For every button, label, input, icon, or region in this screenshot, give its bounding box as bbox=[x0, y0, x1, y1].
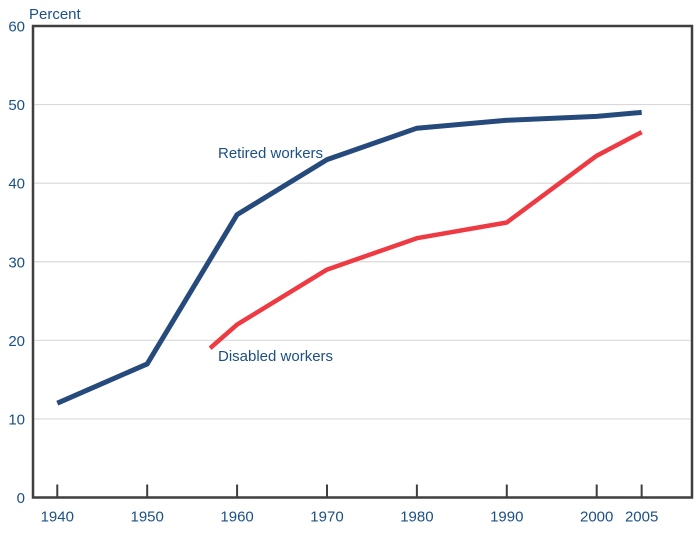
y-tick-label: 50 bbox=[8, 97, 25, 114]
y-tick-label: 30 bbox=[8, 254, 25, 271]
y-tick-label: 0 bbox=[17, 490, 25, 507]
x-tick-label: 1940 bbox=[41, 509, 74, 526]
x-tick-label: 1980 bbox=[400, 509, 433, 526]
y-tick-label: 60 bbox=[8, 19, 25, 36]
y-tick-label: 40 bbox=[8, 176, 25, 193]
y-tick-label: 20 bbox=[8, 333, 25, 350]
series-line-retired-workers bbox=[56, 109, 642, 406]
x-tick-label: 1990 bbox=[490, 509, 523, 526]
series-label-retired-workers: Retired workers bbox=[218, 145, 323, 162]
series-label-disabled-workers: Disabled workers bbox=[218, 348, 333, 365]
x-tick-label: 2005 bbox=[625, 509, 658, 526]
gridlines bbox=[34, 103, 691, 420]
series-line-disabled-workers bbox=[208, 130, 643, 350]
x-tick-label: 1950 bbox=[130, 509, 163, 526]
x-tick-label: 1970 bbox=[310, 509, 343, 526]
y-tick-label: 10 bbox=[8, 411, 25, 428]
data-series-lines bbox=[56, 109, 643, 406]
x-axis-tick-labels: 1940 1950 1960 1970 1980 1990 2000 2005 bbox=[41, 509, 659, 526]
x-tick-label: 2000 bbox=[580, 509, 613, 526]
plot-border bbox=[31, 24, 694, 499]
x-tick-label: 1960 bbox=[220, 509, 253, 526]
x-axis-ticks bbox=[56, 484, 643, 497]
y-axis-title: Percent bbox=[29, 6, 82, 23]
y-axis-tick-labels: 0 10 20 30 40 50 60 bbox=[8, 19, 25, 508]
